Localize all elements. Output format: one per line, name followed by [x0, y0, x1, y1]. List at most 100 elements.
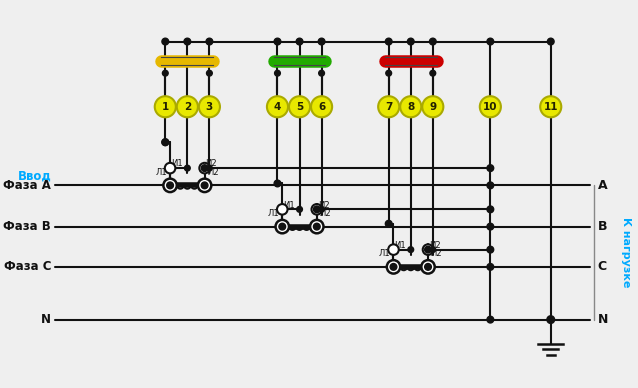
- Circle shape: [487, 182, 494, 189]
- Text: Л2: Л2: [320, 209, 331, 218]
- Circle shape: [540, 96, 561, 117]
- Circle shape: [487, 165, 494, 171]
- Text: Фаза C: Фаза C: [4, 260, 51, 274]
- Circle shape: [162, 38, 168, 45]
- Circle shape: [274, 38, 281, 45]
- Text: N: N: [598, 313, 608, 326]
- Text: К нагрузке: К нагрузке: [621, 217, 630, 288]
- Circle shape: [165, 163, 175, 173]
- Text: И2: И2: [429, 241, 441, 250]
- Text: 8: 8: [407, 102, 414, 112]
- Circle shape: [313, 223, 320, 230]
- Text: Фаза A: Фаза A: [3, 179, 51, 192]
- Circle shape: [547, 38, 554, 45]
- Text: И2: И2: [318, 201, 329, 210]
- Circle shape: [487, 263, 494, 270]
- Circle shape: [387, 260, 400, 274]
- Text: Л2: Л2: [431, 249, 443, 258]
- Text: И1: И1: [394, 241, 406, 250]
- Text: N: N: [41, 313, 51, 326]
- Text: C: C: [598, 260, 607, 274]
- Circle shape: [310, 220, 323, 233]
- Circle shape: [297, 206, 302, 212]
- Circle shape: [274, 70, 280, 76]
- Circle shape: [199, 96, 220, 117]
- Circle shape: [198, 178, 211, 192]
- Circle shape: [207, 70, 212, 76]
- Text: 9: 9: [429, 102, 436, 112]
- Text: И1: И1: [171, 159, 182, 168]
- Text: Л1: Л1: [156, 168, 167, 177]
- Text: B: B: [598, 220, 607, 233]
- Circle shape: [400, 96, 421, 117]
- Circle shape: [162, 139, 168, 146]
- Text: И1: И1: [283, 201, 295, 210]
- Text: 10: 10: [483, 102, 498, 112]
- Circle shape: [408, 247, 413, 253]
- Circle shape: [388, 244, 399, 255]
- Circle shape: [487, 246, 494, 253]
- Circle shape: [277, 204, 288, 215]
- Circle shape: [311, 96, 332, 117]
- Circle shape: [201, 165, 208, 171]
- Text: 7: 7: [385, 102, 392, 112]
- Text: 2: 2: [184, 102, 191, 112]
- Circle shape: [487, 38, 494, 45]
- Circle shape: [163, 178, 177, 192]
- Circle shape: [487, 206, 494, 213]
- Circle shape: [423, 244, 433, 255]
- Text: A: A: [598, 179, 607, 192]
- Text: Ввод: Ввод: [17, 169, 51, 182]
- Text: Фаза B: Фаза B: [3, 220, 51, 233]
- Circle shape: [267, 96, 288, 117]
- Circle shape: [276, 220, 289, 233]
- Text: Л1: Л1: [268, 209, 279, 218]
- Circle shape: [385, 38, 392, 45]
- Circle shape: [487, 316, 494, 323]
- Circle shape: [480, 96, 501, 117]
- Circle shape: [487, 223, 494, 230]
- Circle shape: [184, 165, 190, 171]
- Circle shape: [289, 96, 310, 117]
- Circle shape: [547, 316, 554, 324]
- Circle shape: [318, 38, 325, 45]
- Circle shape: [313, 206, 320, 213]
- Circle shape: [155, 96, 176, 117]
- Circle shape: [311, 204, 322, 215]
- Circle shape: [206, 38, 212, 45]
- Text: Л1: Л1: [379, 249, 390, 258]
- Text: 1: 1: [161, 102, 169, 112]
- Circle shape: [385, 220, 392, 227]
- Circle shape: [296, 38, 303, 45]
- Circle shape: [274, 180, 281, 187]
- Circle shape: [429, 38, 436, 45]
- Circle shape: [378, 96, 399, 117]
- Text: 5: 5: [296, 102, 303, 112]
- Circle shape: [430, 247, 436, 253]
- Text: Л2: Л2: [207, 168, 219, 177]
- Text: И2: И2: [205, 159, 217, 168]
- Circle shape: [390, 263, 397, 270]
- Circle shape: [319, 206, 325, 212]
- Text: 11: 11: [544, 102, 558, 112]
- Circle shape: [184, 38, 191, 45]
- Circle shape: [199, 163, 210, 173]
- Circle shape: [162, 139, 168, 146]
- Circle shape: [425, 246, 431, 253]
- Circle shape: [425, 263, 431, 270]
- Circle shape: [408, 38, 414, 45]
- Circle shape: [279, 223, 286, 230]
- Circle shape: [163, 70, 168, 76]
- Circle shape: [386, 70, 392, 76]
- Circle shape: [207, 165, 212, 171]
- Circle shape: [167, 182, 174, 189]
- Circle shape: [177, 96, 198, 117]
- Circle shape: [421, 260, 434, 274]
- Text: 6: 6: [318, 102, 325, 112]
- Text: 3: 3: [206, 102, 213, 112]
- Circle shape: [319, 70, 325, 76]
- Circle shape: [430, 70, 436, 76]
- Text: 4: 4: [274, 102, 281, 112]
- Circle shape: [201, 182, 208, 189]
- Circle shape: [422, 96, 443, 117]
